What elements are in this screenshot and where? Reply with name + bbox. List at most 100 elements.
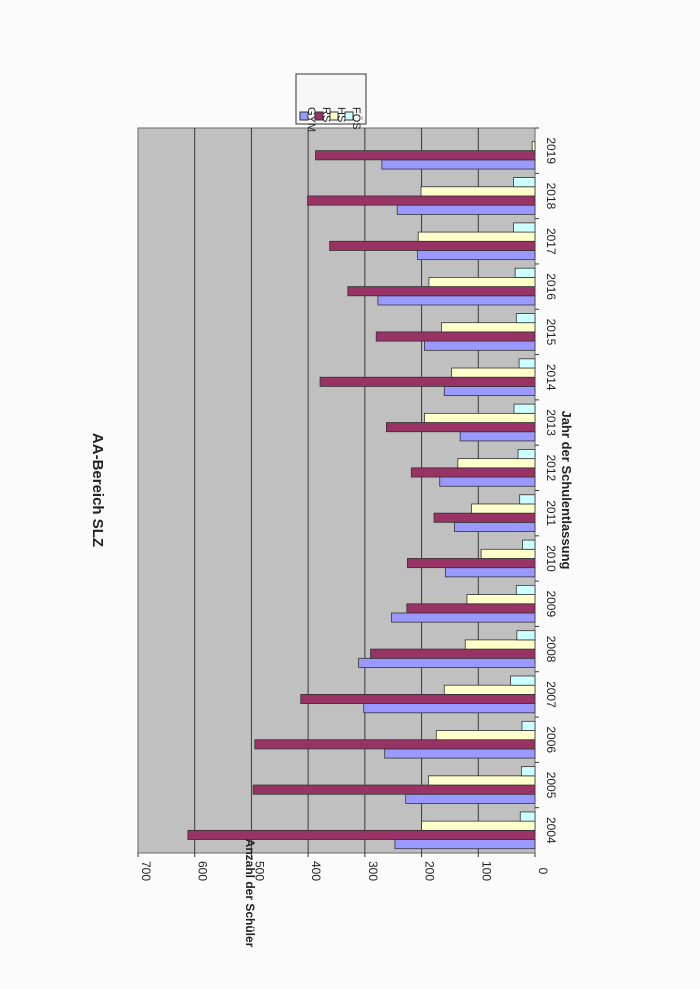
bar-gym-2009 <box>391 612 536 623</box>
category-label: 2012 <box>544 454 558 481</box>
bar-gym-2014 <box>443 386 536 397</box>
bar-gym-2005 <box>405 793 536 804</box>
bar-rs-2015 <box>375 331 536 342</box>
category-label: 2006 <box>544 726 558 753</box>
category-label: 2018 <box>544 183 558 210</box>
bar-fs-2011 <box>519 494 536 505</box>
bar-fs-2013 <box>513 403 536 414</box>
category-label: 2016 <box>544 273 558 300</box>
value-tick-label: 500 <box>252 861 266 881</box>
bar-gym-2006 <box>384 748 536 759</box>
category-label: 2011 <box>544 500 558 526</box>
category-label: 2015 <box>544 319 558 346</box>
value-tick-label: 200 <box>423 861 437 881</box>
bar-gym-2016 <box>377 295 536 306</box>
bar-hs-2011 <box>471 503 536 514</box>
bar-gym-2008 <box>358 657 536 668</box>
bar-gym-2012 <box>439 476 536 487</box>
category-label: 2004 <box>544 817 558 844</box>
bar-rs-2013 <box>386 422 536 433</box>
bar-gym-2011 <box>454 521 536 532</box>
bar-hs-2014 <box>451 367 536 378</box>
bar-rs-2009 <box>406 603 536 614</box>
bar-rs-2005 <box>252 784 536 795</box>
x-axis-label: Jahr der Schulentlassung <box>559 411 574 570</box>
bar-rs-2012 <box>410 467 536 478</box>
bar-fs-2017 <box>513 222 536 233</box>
legend-label: HS <box>335 107 347 122</box>
bar-fs-2016 <box>514 267 536 278</box>
bar-fs-2009 <box>515 584 536 595</box>
bar-hs-2009 <box>466 594 536 605</box>
category-label: 2005 <box>544 772 558 799</box>
bar-fs-2005 <box>520 766 536 777</box>
bar-hs-2005 <box>427 775 536 786</box>
category-label: 2014 <box>544 364 558 391</box>
legend-swatch-fs <box>344 111 354 121</box>
bar-rs-2014 <box>319 376 536 387</box>
bar-rs-2010 <box>406 558 536 569</box>
bar-hs-2010 <box>480 548 536 559</box>
legend-label: FÖS <box>350 107 362 130</box>
bar-hs-2013 <box>424 412 536 423</box>
value-tick-label: 600 <box>196 861 210 881</box>
bar-fs-2015 <box>515 313 536 324</box>
bar-gym-2018 <box>396 204 536 215</box>
bar-rs-2017 <box>329 240 536 251</box>
bar-hs-2008 <box>464 639 536 650</box>
value-tick-label: 100 <box>479 861 493 881</box>
bar-fs-2012 <box>517 449 536 460</box>
legend-swatch-hs <box>329 111 339 121</box>
bar-fs-2006 <box>521 720 536 731</box>
legend-swatch-gym <box>299 111 309 121</box>
bar-gym-2019 <box>381 159 536 170</box>
bar-fs-2004 <box>519 811 536 822</box>
bar-gym-2013 <box>459 431 536 442</box>
chart-title: AA-Bereich SLZ <box>89 433 106 547</box>
value-tick-label: 300 <box>366 861 380 881</box>
bar-gym-2015 <box>424 340 536 351</box>
bar-fs-2018 <box>513 177 536 188</box>
bar-rs-2011 <box>433 512 536 523</box>
bar-hs-2019 <box>531 141 536 152</box>
bar-fs-2014 <box>518 358 536 369</box>
bar-gym-2007 <box>363 703 536 714</box>
bar-rs-2008 <box>370 648 536 659</box>
bar-hs-2007 <box>443 684 536 695</box>
value-tick-label: 400 <box>309 861 323 881</box>
category-label: 2009 <box>544 590 558 617</box>
category-label: 2019 <box>544 137 558 164</box>
bar-hs-2006 <box>435 730 536 741</box>
bar-hs-2016 <box>428 276 536 287</box>
bar-fs-2010 <box>522 539 536 550</box>
bar-hs-2012 <box>457 458 536 469</box>
category-label: 2013 <box>544 409 558 436</box>
category-label: 2008 <box>544 636 558 663</box>
bar-fs-2007 <box>510 675 536 686</box>
y-axis-label: Anzahl der Schüler <box>243 839 257 948</box>
bar-hs-2015 <box>441 322 536 333</box>
bar-gym-2010 <box>444 567 536 578</box>
category-label: 2010 <box>544 545 558 572</box>
value-tick-label: 0 <box>536 868 550 875</box>
bar-hs-2017 <box>417 231 536 242</box>
bar-hs-2018 <box>420 186 536 197</box>
value-tick-label: 700 <box>139 861 153 881</box>
legend-swatch-rs <box>314 111 324 121</box>
bar-rs-2006 <box>254 739 536 750</box>
bar-hs-2004 <box>421 820 536 831</box>
bar-gym-2017 <box>417 250 536 261</box>
legend-label: RS <box>320 107 332 122</box>
bar-gym-2004 <box>394 839 536 850</box>
bar-fs-2008 <box>516 630 536 641</box>
category-label: 2007 <box>544 681 558 708</box>
bar-rs-2016 <box>347 286 536 297</box>
bar-rs-2004 <box>187 829 536 840</box>
bar-rs-2018 <box>307 195 536 206</box>
legend-label: GYM <box>305 107 317 132</box>
category-label: 2017 <box>544 228 558 255</box>
bar-rs-2007 <box>300 694 536 705</box>
bar-rs-2019 <box>315 150 536 161</box>
